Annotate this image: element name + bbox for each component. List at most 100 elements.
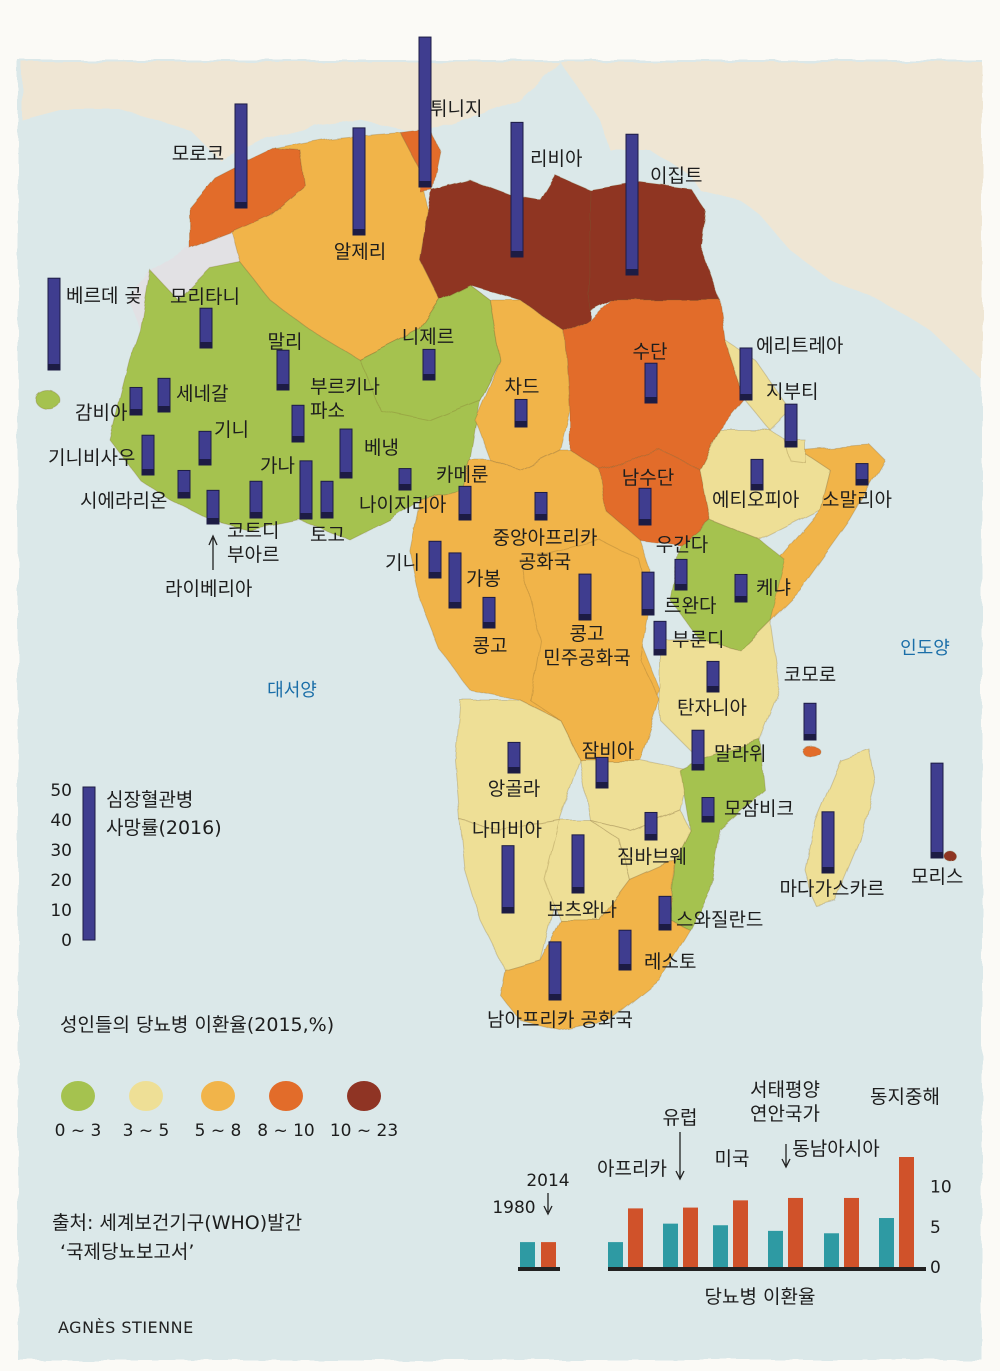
country-label-zambia: 잠비아 — [582, 740, 634, 762]
country-label-angola: 앙골라 — [488, 778, 540, 800]
region-egypt — [589, 181, 721, 311]
country-label-somalia: 소말리아 — [822, 489, 892, 511]
country-label-tunisia: 튀니지 — [430, 98, 482, 120]
legend-swatch-2 — [201, 1081, 235, 1111]
cvd-bar-mauritius — [930, 762, 944, 859]
chart-category-label-4: 동남아시아 — [792, 1138, 879, 1160]
country-label-togo: 토고 — [310, 524, 345, 546]
cvd-bar-base-lesotho — [619, 964, 631, 970]
chart-key-bar-1980 — [520, 1242, 535, 1267]
cvd-bar-base-eq-guinea — [429, 572, 441, 578]
legend-swatch-1 — [129, 1081, 163, 1111]
cvd-bar-base-gabon — [449, 602, 461, 608]
cvd-bar-base-tunisia — [419, 181, 431, 187]
region-south-africa — [499, 859, 691, 1031]
country-label-cameroon: 카메룬 — [436, 464, 488, 486]
legend-label-4: 10 ~ 23 — [330, 1121, 398, 1141]
chart-category-label-2: 미국 — [715, 1148, 750, 1170]
country-label-algeria: 알제리 — [334, 241, 386, 263]
chart-bar-2014-4 — [844, 1197, 859, 1267]
chart-category-label-1: 유럽 — [663, 1107, 698, 1129]
legend-label-2: 5 ~ 8 — [195, 1121, 242, 1141]
source-line1: 출처: 세계보건기구(WHO)발간 — [52, 1212, 302, 1234]
country-label-cote-divoire: 코트디 부아르 — [227, 520, 279, 566]
cvd-bar-ghana — [299, 460, 313, 520]
country-label-tanzania: 탄자니아 — [677, 697, 747, 719]
legend-label-0: 0 ~ 3 — [55, 1121, 102, 1141]
chart-bar-1980-1 — [663, 1223, 678, 1267]
cvd-bar-base-cape-verde — [48, 364, 60, 370]
country-label-kenya: 케냐 — [756, 577, 791, 599]
cvd-bar-base-zambia — [596, 782, 608, 788]
region-somalia — [759, 444, 886, 621]
chart-bar-2014-0 — [628, 1208, 643, 1267]
cvd-bar-base-namibia — [502, 907, 514, 913]
cvd-bar-south-africa — [548, 941, 562, 1001]
country-label-botswana: 보츠와나 — [547, 899, 617, 921]
country-label-guinea: 기니 — [214, 419, 249, 441]
chart-category-label-3: 서태평양 연안국가 — [750, 1079, 820, 1125]
country-label-benin: 베냉 — [364, 437, 399, 459]
author-credit: AGNÈS STIENNE — [58, 1318, 194, 1337]
country-label-egypt: 이집트 — [650, 165, 702, 187]
cvd-bar-base-malawi — [692, 764, 704, 770]
cvd-bar-benin — [339, 428, 353, 479]
cvd-bar-base-somalia — [856, 479, 868, 485]
cvd-bar-base-ethiopia — [751, 484, 763, 490]
cvd-bar-base-nigeria — [399, 484, 411, 490]
legend-swatch-4 — [347, 1081, 381, 1111]
chart-bar-2014-1 — [683, 1207, 698, 1267]
sea-label-indian: 인도양 — [900, 638, 950, 659]
country-label-drc: 콩고 민주공화국 — [543, 623, 630, 669]
cvd-bars — [47, 36, 944, 1001]
cvd-bar-base-mozambique — [702, 816, 714, 822]
cvd-bar-base-botswana — [572, 887, 584, 893]
cvd-scale: 50 40 30 20 10 0 심장혈관병 사망률(2016) — [50, 781, 221, 951]
country-label-eritrea: 에리트레아 — [756, 335, 843, 357]
scale-tick-30: 30 — [50, 841, 72, 861]
cvd-bar-namibia — [501, 845, 515, 914]
country-label-uganda: 우간다 — [656, 534, 708, 556]
chart-ytick-5: 5 — [930, 1218, 941, 1238]
cvd-bar-base-south-sudan — [639, 519, 651, 525]
country-label-burkina-faso: 부르키나 파소 — [310, 376, 380, 422]
country-label-car: 중앙아프리카 공화국 — [493, 527, 598, 573]
region-drc — [519, 539, 661, 761]
country-label-liberia: 라이베리아 — [165, 578, 252, 600]
scale-tick-10: 10 — [50, 901, 72, 921]
cvd-bar-base-south-africa — [549, 994, 561, 1000]
chart-bar-1980-3 — [768, 1230, 783, 1267]
country-label-lesotho: 레소토 — [644, 951, 696, 973]
scale-tick-40: 40 — [50, 811, 72, 831]
legend-swatches: 0 ~ 3 3 ~ 5 5 ~ 8 8 ~ 10 10 ~ 23 — [55, 1081, 398, 1141]
country-label-libya: 리비아 — [530, 148, 582, 170]
cvd-bar-base-comoros — [804, 734, 816, 740]
cvd-bar-base-togo — [321, 512, 333, 518]
country-label-sierra-leone: 시에라리온 — [80, 490, 167, 512]
legend-swatch-0 — [61, 1081, 95, 1111]
cvd-bar-madagascar — [821, 811, 835, 874]
scale-title-line1: 심장혈관병 — [106, 789, 193, 811]
country-label-gabon: 가봉 — [466, 568, 501, 590]
country-label-niger: 니제르 — [402, 326, 454, 348]
region-comoros — [802, 746, 822, 758]
country-label-ghana: 가나 — [260, 455, 295, 477]
cvd-bar-morocco — [234, 103, 248, 209]
cvd-bar-base-kenya — [735, 596, 747, 602]
cvd-bar-base-morocco — [235, 202, 247, 208]
cvd-bar-base-sierra-leone — [178, 492, 190, 498]
cvd-bar-base-car — [535, 514, 547, 520]
legend-label-1: 3 ~ 5 — [123, 1121, 170, 1141]
country-label-djibouti: 지부티 — [766, 381, 818, 403]
cvd-bar-base-liberia — [207, 518, 219, 524]
cvd-bar-eritrea — [739, 347, 753, 401]
country-label-mauritania: 모리타니 — [170, 286, 240, 308]
country-label-ethiopia: 에티오피아 — [712, 489, 799, 511]
diabetes-legend: 성인들의 당뇨병 이환율(2015,%) 0 ~ 3 3 ~ 5 5 ~ 8 8 ~ … — [55, 1014, 399, 1141]
country-label-burundi: 부룬디 — [672, 629, 724, 651]
chart-bar-1980-4 — [824, 1233, 839, 1267]
country-label-zimbabwe: 짐바브웨 — [617, 846, 687, 868]
cvd-bar-base-tanzania — [707, 686, 719, 692]
